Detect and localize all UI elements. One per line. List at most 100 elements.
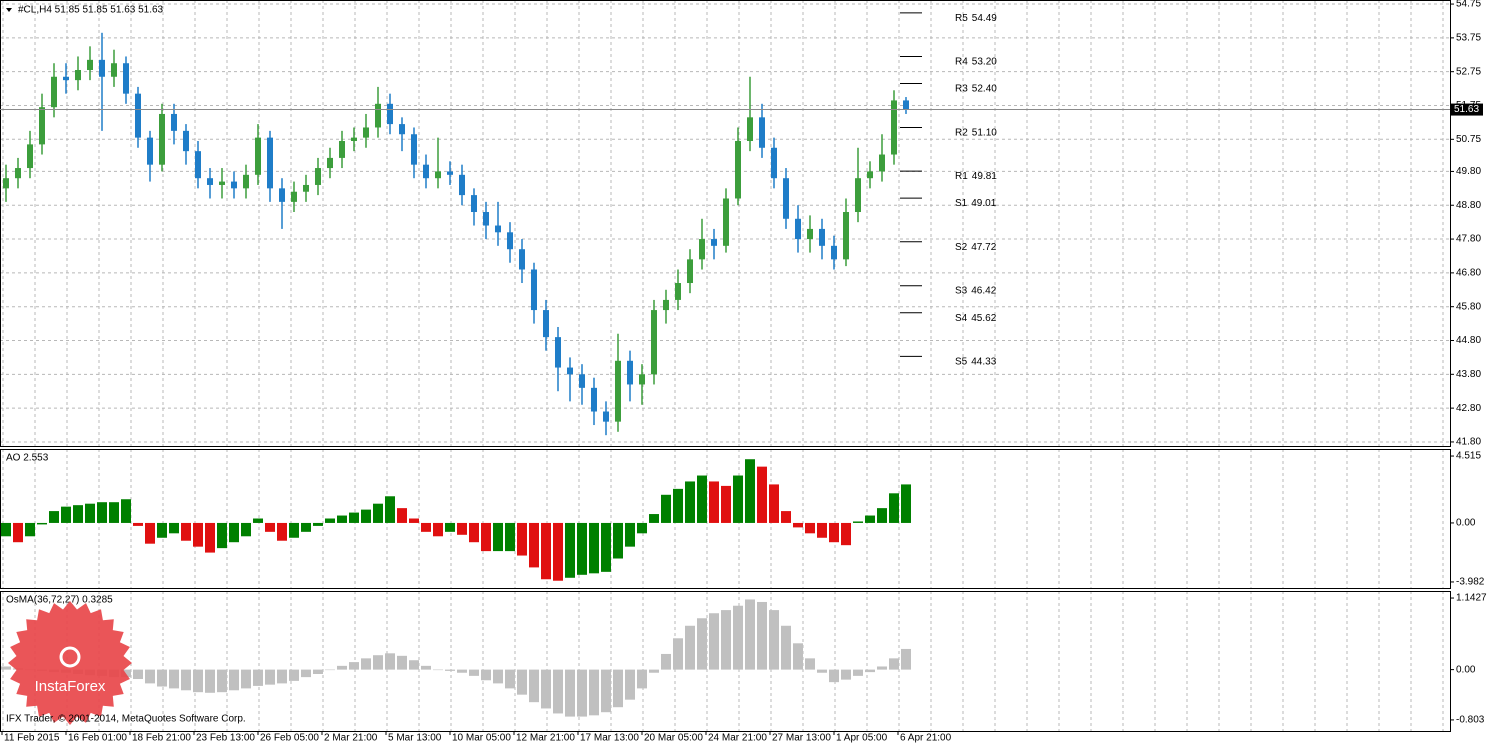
histogram-bar [361,658,371,670]
histogram-bar [385,653,395,670]
histogram-bar [805,522,815,534]
x-tick-label: 12 Mar 21:00 [516,733,575,744]
y-tick-label: 43.80 [1456,369,1481,380]
histogram-bar [565,669,575,717]
histogram-bar [637,669,647,689]
logo-icon [59,646,81,668]
histogram-bar [25,522,35,537]
x-tick-label: 26 Feb 05:00 [260,733,319,744]
candle-body [51,76,57,108]
histogram-bar [673,638,683,670]
pivot-value: 45.62 [971,312,996,323]
candle-body [387,103,393,125]
candle-body [435,171,441,179]
histogram-bar [649,514,659,523]
y-tick-label: 50.75 [1456,134,1481,145]
histogram-bar [625,669,635,700]
histogram-bar [589,522,599,574]
histogram-bar [49,511,59,523]
pivot-label: S5 44.33 [955,356,997,367]
histogram-bar [337,665,347,670]
histogram-bar [733,605,743,670]
y-tick-label: 53.75 [1456,33,1481,44]
candle-body [243,174,249,189]
candle-body [591,387,597,412]
histogram-bar [121,669,131,678]
histogram-bar [493,522,503,552]
pivot-label: R2 51.10 [955,127,997,138]
candle-body [459,174,465,196]
histogram-bar [589,669,599,716]
histogram-bar [529,669,539,703]
last-price-box [1451,103,1483,116]
pivot-label: R1 49.81 [955,171,997,182]
histogram-bar [409,518,419,523]
candle-body [63,76,69,81]
candle-body [855,178,861,213]
pivot-value: 46.42 [971,285,996,296]
histogram-bar [829,669,839,683]
y-tick-label: 0.00 [1456,518,1476,529]
histogram-bar [889,658,899,670]
histogram-bar [109,502,119,523]
histogram-bar [193,669,203,693]
histogram-bar [37,522,47,525]
histogram-bar [829,522,839,543]
histogram-bar [277,522,287,541]
candle-body [663,299,669,311]
pivot-label: R5 54.49 [955,12,997,23]
indicator-title: OsMA(36,72,27) 0.3285 [6,595,113,606]
histogram-bar [229,669,239,691]
candle-body [3,178,9,189]
y-tick-label: 54.75 [1456,0,1481,10]
candle-body [39,107,45,145]
y-tick-label: -3.982 [1456,577,1485,588]
candle-body [75,69,81,81]
candle-body [351,137,357,142]
candle-body [723,198,729,246]
histogram-bar [721,485,731,523]
histogram-bar [349,662,359,670]
panel: 4.515 0.00 -3.982 AO 2.553 [0,449,1485,589]
histogram-bar [265,669,275,685]
panel-frame [0,591,1451,732]
panel: 54.7553.7552.7551.7550.7549.8048.8047.80… [0,0,1483,448]
candle-body [735,141,741,199]
histogram-bar [229,522,239,543]
y-tick-label: 41.80 [1456,437,1481,448]
histogram-bar [97,502,107,523]
histogram-bar [877,666,887,670]
histogram-bar [445,522,455,532]
histogram-bar [817,522,827,538]
histogram-bar [157,669,167,687]
pivot-value: 47.72 [971,241,996,252]
x-tick-label: 5 Mar 13:00 [388,733,442,744]
histogram-bar [661,653,671,670]
histogram-bar [601,522,611,572]
candle-body [423,164,429,179]
y-tick-label: 0.00 [1456,664,1476,675]
candle-body [831,245,837,260]
histogram-bar [745,599,755,670]
y-tick-label: 49.80 [1456,166,1481,177]
candle-body [603,411,609,422]
histogram-bar [769,610,779,670]
x-tick-label: 16 Feb 01:00 [68,733,127,744]
histogram-bar [397,508,407,523]
x-tick-label: 1 Apr 05:00 [836,733,888,744]
histogram-bar [145,669,155,684]
histogram-bar [205,522,215,553]
x-tick-label: 11 Feb 2015 [4,733,60,744]
y-tick-label: 4.515 [1456,451,1481,462]
candle-body [483,212,489,226]
pivot-value: 51.10 [972,127,997,138]
pivot-label: R4 53.20 [955,56,997,67]
histogram-bar [349,512,359,523]
histogram-bar [865,669,875,673]
histogram-bar [217,522,227,549]
candle-body [687,259,693,284]
histogram-bar [193,522,203,547]
histogram-bar [841,522,851,546]
